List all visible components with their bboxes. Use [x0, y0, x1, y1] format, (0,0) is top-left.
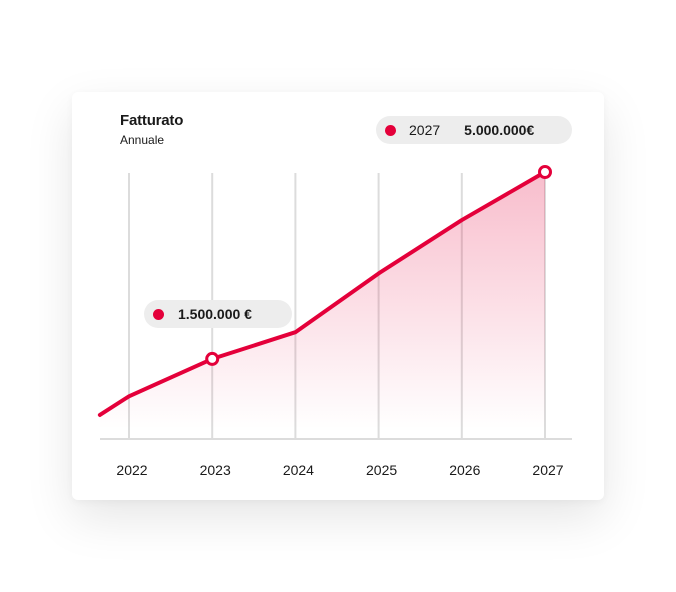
- x-tick-label-2022: 2022: [116, 462, 147, 478]
- tooltip-value: 5.000.000€: [464, 122, 535, 138]
- x-tick-label-2024: 2024: [283, 462, 314, 478]
- chart-subtitle: Annuale: [120, 133, 165, 147]
- series-dot-icon: [153, 308, 164, 320]
- series-dot-icon: [385, 124, 396, 136]
- data-point-marker-2027: [538, 165, 552, 179]
- x-tick-label-2026: 2026: [449, 462, 480, 478]
- tooltip-2023: 1.500.000 €: [144, 300, 292, 328]
- series-line: [97, 170, 547, 417]
- tooltip-2027: 2027 5.000.000€: [376, 116, 572, 144]
- tooltip-year: 2027: [409, 122, 441, 138]
- x-tick-label-2027: 2027: [532, 462, 563, 478]
- marker-layer: [205, 165, 552, 366]
- tick-layer: 2022 2023 2024 2025 2026 2027: [116, 462, 563, 478]
- line-layer: [97, 170, 547, 417]
- chart-title: Fatturato: [120, 112, 184, 129]
- x-tick-label-2023: 2023: [200, 462, 231, 478]
- tooltip-value: 1.500.000 €: [178, 306, 252, 322]
- x-tick-label-2025: 2025: [366, 462, 397, 478]
- data-point-marker-2023: [205, 351, 220, 366]
